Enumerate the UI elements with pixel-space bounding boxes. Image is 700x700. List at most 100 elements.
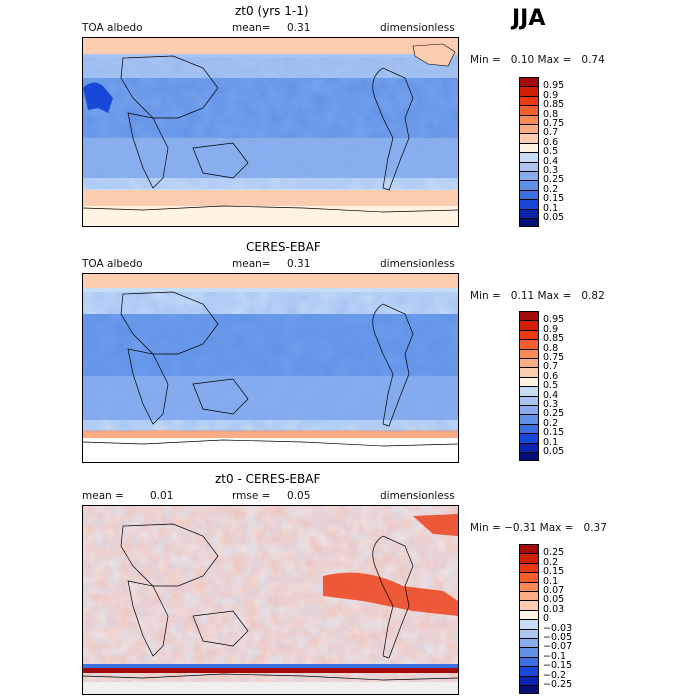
colorbar-tick-label: 0.25 [543,408,565,420]
colorbar-swatch [519,171,539,181]
colorbar-swatch [519,133,539,143]
map-1-greenland [412,43,456,67]
colorbar-frame [519,544,539,695]
panel-2-max-label: Max = [537,290,572,302]
colorbar-tick-label: −0.25 [543,679,573,690]
panel-2-mean-label: mean= [232,258,271,270]
colorbar-frame [519,77,539,228]
panel-3-map [82,505,459,695]
colorbar-frame [519,311,539,462]
panel-1-min-label: Min = [470,54,501,66]
map-3-coastlines [83,523,458,681]
colorbar-tick-label: 0.3 [543,165,559,176]
colorbar-tick-label: 0.4 [543,155,559,167]
colorbar-tick-label: 0.7 [543,361,559,373]
panel-2-min-value: 0.11 [510,290,535,302]
panel-3-min-value: −0.31 [504,522,537,534]
colorbar-tick-label: −0.2 [543,669,567,681]
colorbar-tick-label: 0.8 [543,108,559,120]
colorbar-swatch [519,609,539,620]
colorbar-tick-label: 0.85 [543,333,565,345]
panel-3-max-label: Max = [539,522,574,534]
panel-1-max-label: Max = [537,54,572,66]
colorbar-tick-label: 0.9 [543,89,559,101]
colorbar-tick-label: 0.05 [543,594,565,606]
panel-1-mean-label: mean= [232,22,271,34]
colorbar-tick-label: 0.2 [543,556,559,568]
colorbar-swatch [519,675,539,685]
colorbar-swatch [519,562,539,573]
colorbar-tick-label: 0.15 [543,193,565,205]
colorbar-tick-label: 0.8 [543,342,559,354]
colorbar-swatch [519,656,539,667]
panel-2-units: dimensionless [380,258,455,270]
panel-2-max-value: 0.82 [581,290,605,302]
panel-3-rmse-value: 0.05 [287,490,311,502]
colorbar-tick-label: 0.05 [543,446,565,457]
colorbar-tick-label: −0.1 [543,650,567,662]
colorbar-tick-label: 0.07 [543,585,565,596]
map-1-svg [83,38,458,226]
colorbar-tick-label: 0.1 [543,575,559,587]
colorbar-swatch [519,95,539,106]
panel-2-variable-label: TOA albedo [82,258,143,270]
colorbar-tick-label: 0.15 [543,427,565,439]
map-2-texture [83,304,458,420]
map-3-greenland-anomaly [413,514,458,536]
panel-3-units: dimensionless [380,490,455,502]
colorbar-tick-label: 0.4 [543,389,559,401]
colorbar-swatch [519,208,539,218]
map-2-south-band-a [83,420,458,430]
map-1-north-band [83,38,458,54]
colorbar-tick-label: −0.05 [543,632,573,643]
colorbar-tick-label: 0.7 [543,127,559,139]
colorbar-tick-label: 0.2 [543,183,559,195]
colorbar-swatch [519,105,539,115]
map-1-coastlines [83,55,458,213]
colorbar-swatch [519,666,539,676]
panel-3-mean-label: mean = [82,490,124,502]
colorbar-tick-label: 0.3 [543,399,559,410]
colorbar-swatch [519,376,539,387]
panel-1-map [82,37,459,227]
map-2-antarctic-band [83,438,458,462]
map-2-coastlines [83,291,458,447]
map-2-south-band-b [83,430,458,438]
colorbar-tick-label: 0.9 [543,323,559,335]
panel-1-mean-value: 0.31 [287,22,311,34]
map-1-south-band-a [83,178,458,190]
colorbar-tick-label: 0.75 [543,352,565,363]
colorbar-swatch [519,367,539,377]
panel-2-min-label: Min = [470,290,501,302]
colorbar-swatch [519,124,539,134]
colorbar-swatch [519,600,539,610]
colorbar-tick-label: 0 [543,613,550,625]
colorbar-tick-label: 0.95 [543,80,565,92]
colorbar-swatch [519,348,539,358]
panel-2-mean-value: 0.31 [287,258,311,270]
colorbar-tick-label: 0.95 [543,314,565,326]
colorbar-tick-label: 0.15 [543,566,565,578]
colorbar-swatch [519,189,539,200]
colorbar-swatch [519,358,539,368]
colorbar-tick-label: 0.2 [543,417,559,429]
panel-2-map [82,273,459,463]
colorbar-swatch [519,414,539,424]
colorbar-swatch [519,638,539,648]
colorbar-swatch [519,142,539,153]
panel-3-minmax: Min = −0.31 Max = 0.37 [470,522,607,534]
colorbar-swatch [519,581,539,591]
colorbar-tick-label: 0.03 [543,603,565,615]
colorbar-tick-label: −0.07 [543,641,573,653]
colorbar-tick-label: 0.85 [543,99,565,111]
colorbar-tick-label: 0.5 [543,146,559,158]
colorbar-tick-label: −0.03 [543,622,573,634]
colorbar-tick-label: 0.25 [543,547,565,559]
colorbar-swatch [519,591,539,601]
colorbar-tick-label: 0.1 [543,436,559,448]
map-3-svg [83,506,458,694]
panel-1-variable-label: TOA albedo [82,22,143,34]
colorbar-swatch [519,619,539,629]
map-3-warm-anomaly [323,572,458,616]
colorbar-swatch [519,553,539,563]
